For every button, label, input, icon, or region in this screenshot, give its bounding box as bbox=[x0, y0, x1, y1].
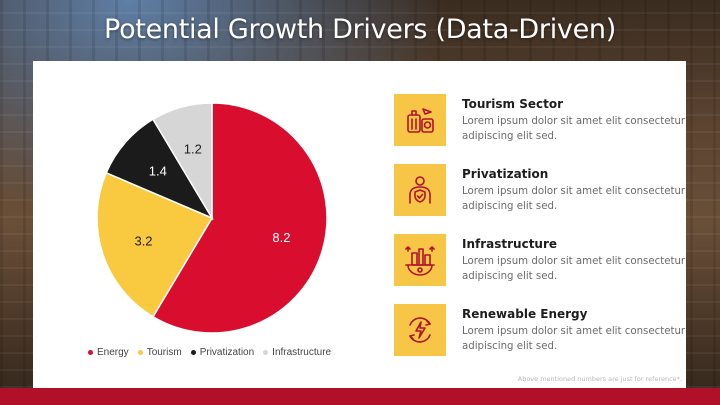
driver-description: Lorem ipsum dolor sit amet elit consecte… bbox=[462, 326, 686, 352]
factory-gear-icon bbox=[394, 234, 446, 286]
driver-description: Lorem ipsum dolor sit amet elit consecte… bbox=[462, 256, 686, 282]
legend-item-infrastructure: Infrastructure bbox=[263, 347, 331, 358]
driver-privatization: Privatization Lorem ipsum dolor sit amet… bbox=[394, 164, 694, 220]
pie-data-labels: 8.2 3.2 1.4 1.2 bbox=[134, 142, 290, 249]
legend-label: Infrastructure bbox=[272, 346, 332, 358]
pie-slice-privatization bbox=[105, 118, 214, 220]
legend-item-energy: Energy bbox=[88, 347, 129, 358]
reference-footnote: Above mentioned numbers are just for ref… bbox=[517, 375, 682, 383]
pie-data-label-tourism: 3.2 bbox=[134, 233, 152, 248]
chart-legend: Energy Tourism Privatization Infrastructure bbox=[88, 345, 348, 359]
driver-tourism-sector: Tourism Sector Lorem ipsum dolor sit ame… bbox=[394, 94, 694, 150]
driver-title: Privatization bbox=[462, 167, 549, 181]
pie-slice-infrastructure bbox=[151, 102, 213, 221]
legend-swatch bbox=[190, 349, 196, 355]
legend-item-tourism: Tourism bbox=[137, 346, 182, 358]
legend-swatch bbox=[263, 349, 269, 355]
pie-data-label-privatization: 1.4 bbox=[149, 164, 167, 179]
luggage-icon bbox=[394, 94, 446, 146]
driver-description: Lorem ipsum dolor sit amet elit consecte… bbox=[462, 186, 686, 212]
bottom-accent-band bbox=[0, 388, 720, 405]
driver-title: Infrastructure bbox=[462, 237, 558, 251]
driver-renewable-energy: Renewable Energy Lorem ipsum dolor sit a… bbox=[394, 304, 694, 360]
legend-swatch bbox=[137, 349, 143, 355]
driver-title: Tourism Sector bbox=[462, 97, 564, 111]
legend-label: Privatization bbox=[199, 346, 255, 358]
person-shield-icon bbox=[394, 164, 446, 216]
energy-cycle-icon bbox=[394, 304, 446, 356]
legend-item-privatization: Privatization bbox=[190, 346, 255, 358]
legend-label: Energy bbox=[97, 346, 129, 358]
driver-description: Lorem ipsum dolor sit amet elit consecte… bbox=[462, 116, 686, 142]
pie-slice-energy bbox=[151, 102, 328, 334]
legend-label: Tourism bbox=[146, 346, 182, 358]
pie-data-label-energy: 8.2 bbox=[272, 230, 290, 245]
pie-slice-tourism bbox=[96, 171, 214, 318]
legend-swatch bbox=[88, 349, 93, 355]
driver-title: Renewable Energy bbox=[462, 307, 588, 321]
pie-slices bbox=[96, 102, 328, 334]
slide-title: Potential Growth Drivers (Data-Driven) bbox=[104, 14, 616, 45]
driver-infrastructure: Infrastructure Lorem ipsum dolor sit ame… bbox=[394, 234, 694, 290]
pie-data-label-infrastructure: 1.2 bbox=[184, 142, 202, 157]
